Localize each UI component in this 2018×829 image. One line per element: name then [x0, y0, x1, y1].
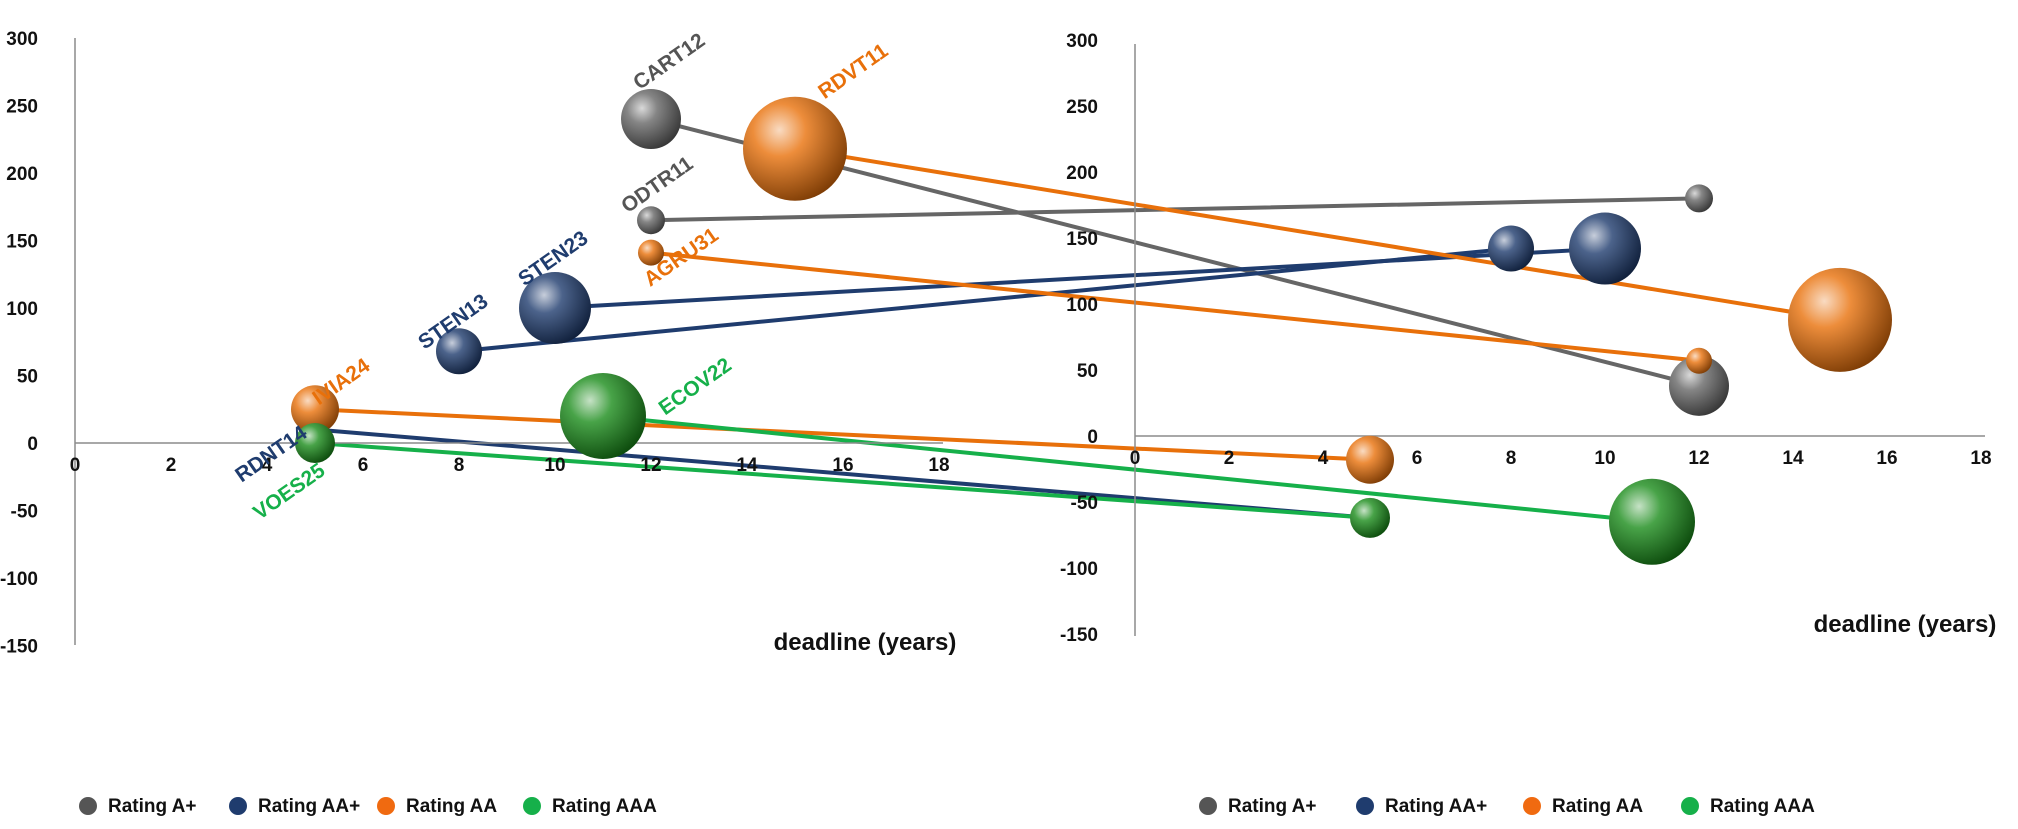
y-tick-label: 300: [6, 29, 38, 50]
y-tick-label: -100: [0, 569, 38, 590]
y-tick-label: 100: [6, 299, 38, 320]
connector-ecov22: [601, 414, 1654, 524]
x-tick-label: 12: [640, 455, 661, 476]
bubble-ivia24: [291, 385, 339, 434]
x-tick-label: 0: [1130, 448, 1141, 469]
bubble-odtr11: [637, 206, 665, 235]
legends: Rating A+ Rating AA+ Rating AA Rating AAA Ra…: [79, 796, 1815, 817]
y-tick-label: 200: [6, 164, 38, 185]
legend-label-rating-aaa: Rating AAA: [1710, 796, 1815, 817]
x-tick-label: 2: [166, 455, 177, 476]
bubble-agru31: [638, 239, 664, 266]
connector-rdvt11: [793, 146, 1842, 322]
bubble-rating-aa-2: [1686, 347, 1712, 374]
connector-voes25: [313, 441, 1372, 520]
x-tick-label: 12: [1688, 448, 1709, 469]
connector-sten23: [553, 246, 1607, 310]
legend-marker-rating-a: [1199, 797, 1217, 815]
legend-label-rating-a: Rating A+: [108, 796, 197, 817]
legend-marker-rating-aaa: [523, 797, 541, 815]
legend-label-rating-aa: Rating AA+: [258, 796, 360, 817]
y-tick-label: 250: [6, 97, 38, 118]
bubble-label-ecov22: ECOV22: [655, 353, 736, 419]
x-tick-label: 8: [1506, 448, 1517, 469]
y-tick-label: 50: [17, 367, 38, 388]
bubble-rating-a-2: [1669, 355, 1729, 416]
bubble-voes25: [295, 423, 335, 463]
legend-label-rating-aa: Rating AA: [1552, 796, 1643, 817]
y-tick-label: -100: [1060, 559, 1098, 580]
x-tick-label: 4: [1318, 448, 1329, 469]
x-tick-label: 14: [1782, 448, 1804, 469]
y-tick-label: -50: [11, 502, 38, 523]
bubble-rating-aaa-1: [1609, 478, 1695, 565]
y-tick-label: 0: [27, 434, 38, 455]
x-tick-label: 16: [1876, 448, 1897, 469]
bubble-rating-a-1: [1685, 184, 1713, 213]
bubble-label-ivia24: IVIA24: [308, 354, 374, 410]
legend-marker-rating-aaa: [1681, 797, 1699, 815]
x-tick-label: 16: [832, 455, 853, 476]
y-tick-label: 250: [1066, 97, 1098, 118]
y-tick-label: 300: [1066, 31, 1098, 52]
x-tick-label: 0: [70, 455, 81, 476]
x-tick-label: 18: [928, 455, 949, 476]
legend-marker-rating-aa: [377, 797, 395, 815]
legend-marker-rating-aa: [1356, 797, 1374, 815]
x-tick-label: 10: [544, 455, 565, 476]
x-tick-label: 6: [358, 455, 369, 476]
bubble-sten13: [436, 328, 482, 375]
chart-1: 300 250 200 150 100 50 0 -50 -100 -150 0 2 4 6 8 10 12 14…: [0, 29, 956, 658]
bubble-rating-aa-2: [1569, 212, 1641, 285]
connector-lines: [313, 117, 1842, 524]
bubble-sten23: [519, 272, 591, 344]
x-tick-label: 14: [736, 455, 758, 476]
bubbles: [291, 89, 1892, 565]
x-tick-label: 8: [454, 455, 465, 476]
y-tick-label: -150: [1060, 625, 1098, 646]
y-tick-label: 0: [1087, 427, 1098, 448]
connector-agru31: [649, 250, 1701, 363]
connector-ivia24: [313, 407, 1372, 462]
legend-label-rating-a: Rating A+: [1228, 796, 1317, 817]
y-tick-label: 150: [1066, 229, 1098, 250]
x-tick-label: 2: [1224, 448, 1235, 469]
bubble-rdvt11: [743, 96, 847, 201]
bubble-rating-aaa-2: [1350, 497, 1390, 538]
legend-label-rating-aa: Rating AA: [406, 796, 497, 817]
y-tick-label: -50: [1071, 493, 1098, 514]
legend-marker-rating-a: [79, 797, 97, 815]
legend-label-rating-aa: Rating AA+: [1385, 796, 1487, 817]
x-axis-title: deadline (years): [1814, 611, 1997, 638]
y-tick-label: -150: [0, 637, 38, 658]
x-axis-title: deadline (years): [774, 629, 957, 656]
y-tick-label: 150: [6, 232, 38, 253]
x-tick-label: 10: [1594, 448, 1615, 469]
y-tick-label: 100: [1066, 295, 1098, 316]
bubble-ecov22: [560, 373, 646, 459]
x-tick-label: 4: [262, 455, 273, 476]
bubble-label-rdvt11: RDVT11: [814, 39, 892, 104]
y-tick-label: 50: [1077, 361, 1098, 382]
x-tick-label: 18: [1970, 448, 1991, 469]
bubble-rating-aa-1: [1788, 267, 1892, 372]
bubble-rating-aa-1: [1488, 225, 1534, 272]
bubble-rating-aa-3: [1346, 435, 1394, 484]
y-tick-label: 200: [1066, 163, 1098, 184]
chart-2: 300 250 200 150 100 50 0 -50 -100 -150 0 2 4 6 8 10 12 14…: [1060, 31, 1996, 646]
connector-rdnt14: [313, 427, 1372, 520]
x-tick-label: 6: [1412, 448, 1423, 469]
legend-label-rating-aaa: Rating AAA: [552, 796, 657, 817]
legend-marker-rating-aa: [229, 797, 247, 815]
legend-marker-rating-aa: [1523, 797, 1541, 815]
bubble-cart12: [621, 89, 681, 149]
bubble-label-cart12: CART12: [629, 29, 709, 95]
